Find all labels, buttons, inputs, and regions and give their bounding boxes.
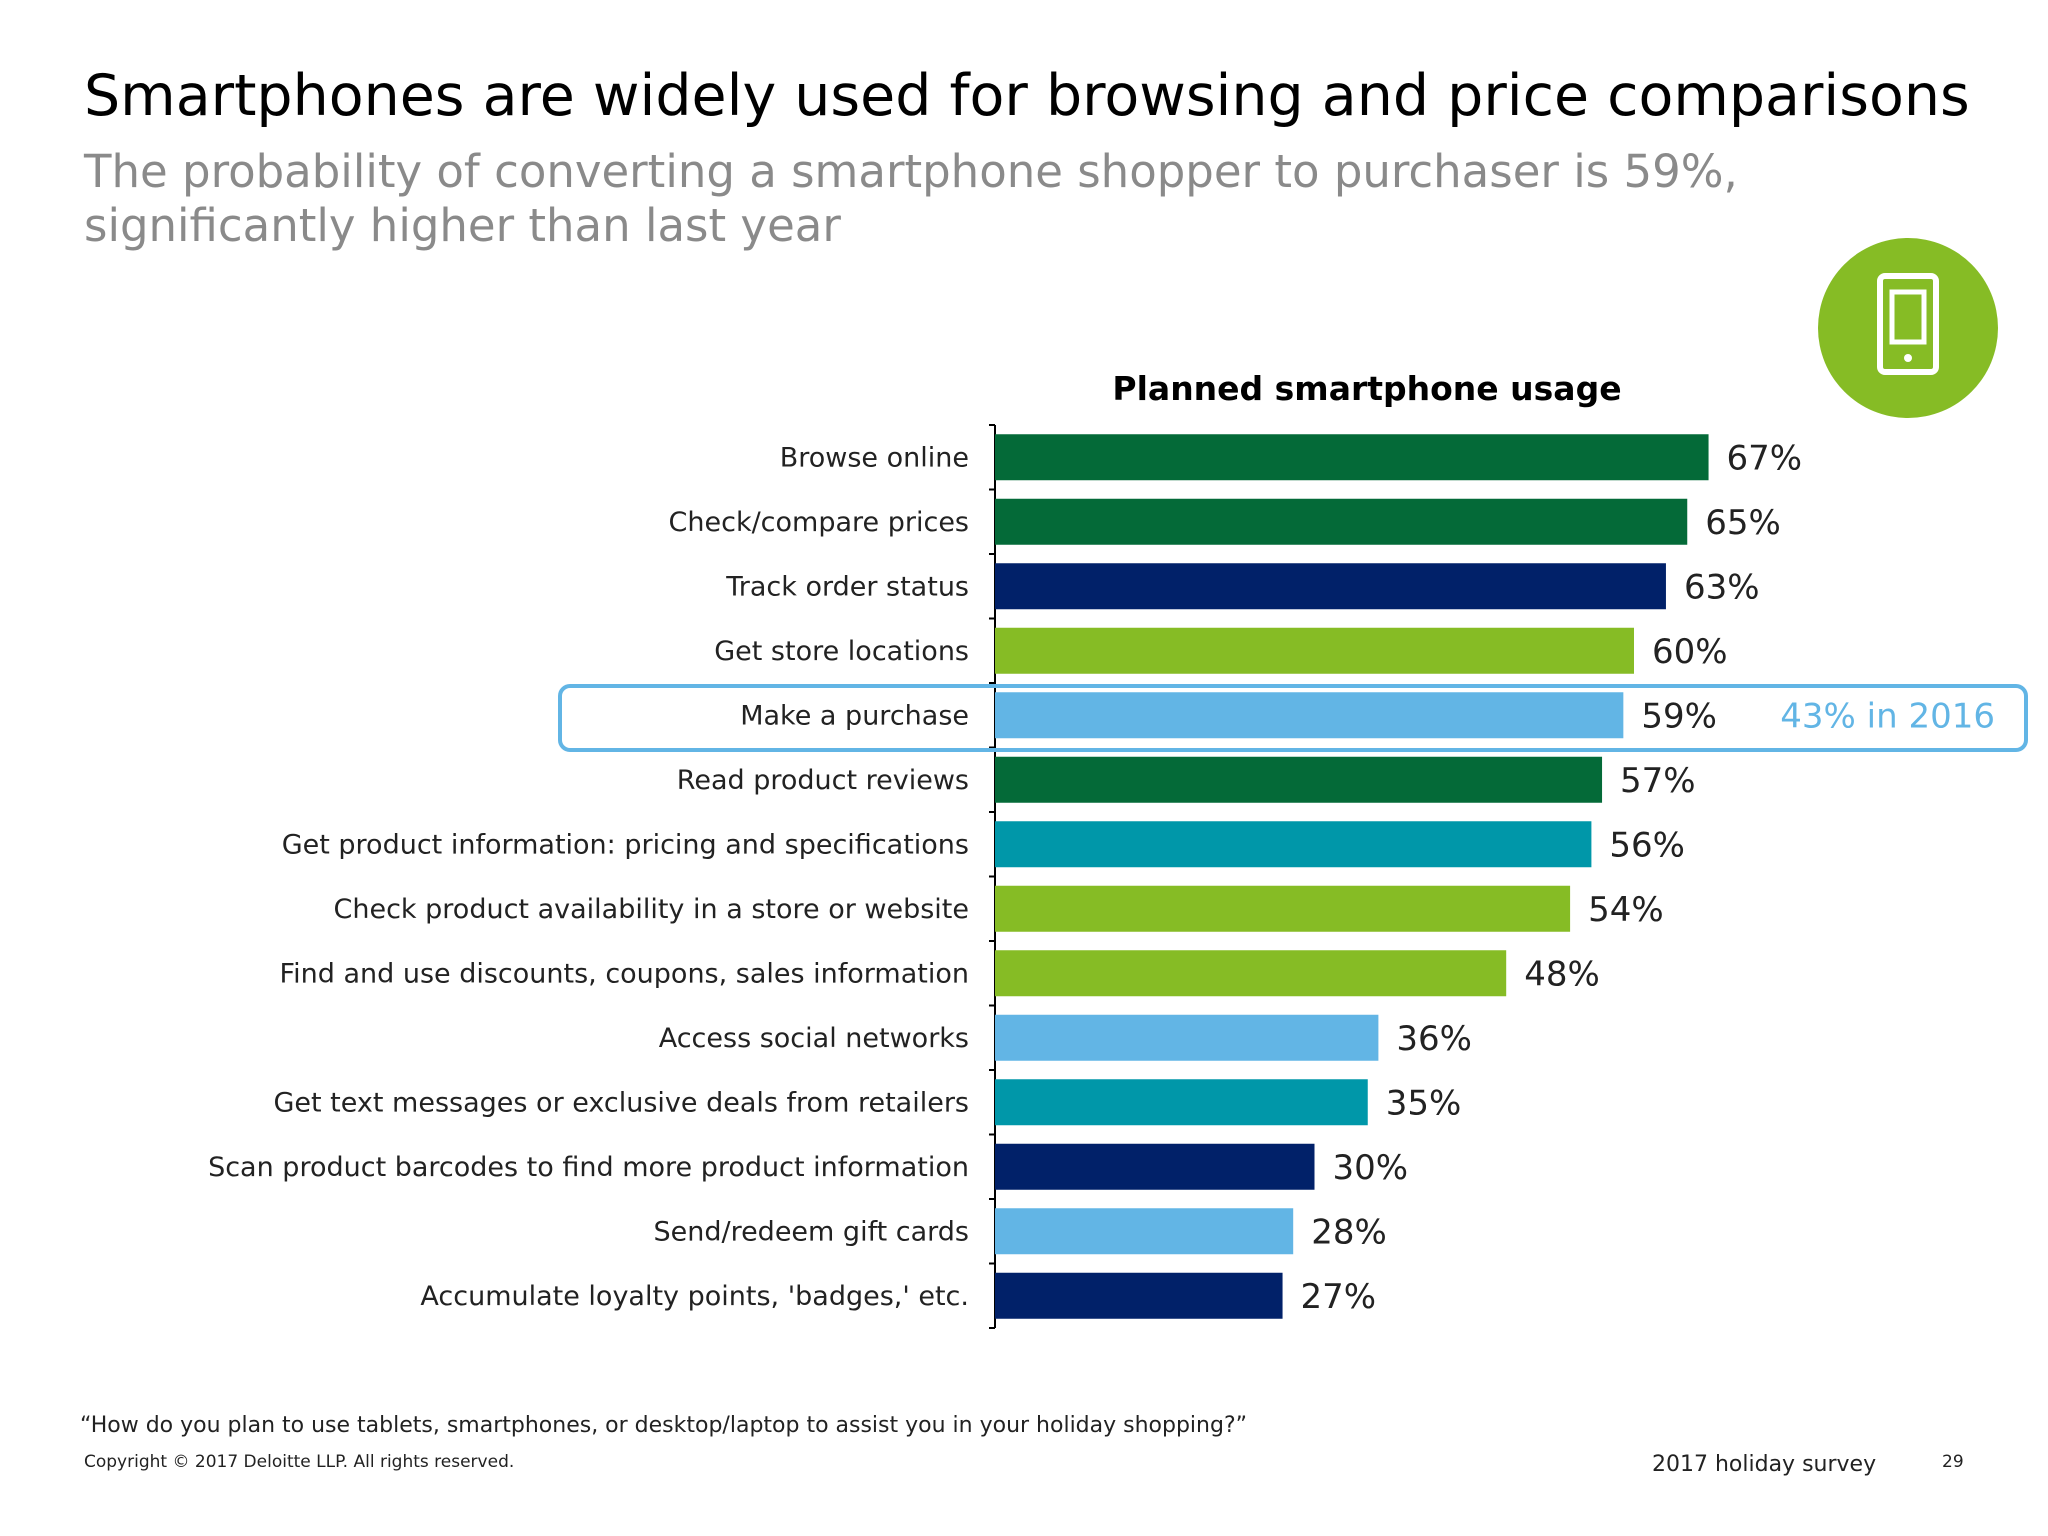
highlight-annotation: 43% in 2016: [1780, 696, 1995, 736]
category-label: Browse online: [780, 442, 969, 473]
value-label: 28%: [1311, 1212, 1387, 1252]
value-label: 35%: [1386, 1083, 1462, 1123]
value-label: 56%: [1609, 825, 1685, 865]
bar: [995, 563, 1666, 610]
value-label: 63%: [1684, 567, 1760, 607]
bar: [995, 756, 1603, 803]
value-label: 65%: [1705, 503, 1781, 543]
value-label: 36%: [1396, 1019, 1472, 1059]
value-label: 30%: [1333, 1148, 1409, 1188]
bar: [995, 821, 1592, 868]
slide-subtitle: The probability of converting a smartpho…: [84, 145, 1784, 253]
chart-title: Planned smartphone usage: [1112, 369, 1621, 408]
bar: [995, 885, 1571, 932]
bar-chart: Planned smartphone usage Browse online 67%…: [208, 369, 1995, 1329]
category-label: Make a purchase: [740, 700, 969, 731]
bar: [995, 1014, 1379, 1061]
smartphone-icon: [1877, 273, 1939, 375]
category-label: Get store locations: [714, 636, 969, 667]
smartphone-badge: [1818, 238, 1998, 418]
category-label: Access social networks: [659, 1023, 969, 1054]
value-label: 60%: [1652, 632, 1728, 672]
subtitle-line-1: The probability of converting a smartpho…: [84, 145, 1738, 198]
bar: [995, 1208, 1294, 1255]
footnote: “How do you plan to use tablets, smartph…: [80, 1413, 1248, 1438]
subtitle-line-2: significantly higher than last year: [84, 199, 841, 252]
bar: [995, 1079, 1368, 1126]
bar: [995, 950, 1507, 997]
copyright: Copyright © 2017 Deloitte LLP. All right…: [84, 1452, 515, 1472]
value-label: 48%: [1524, 954, 1600, 994]
category-label: Track order status: [725, 571, 969, 602]
bar: [995, 627, 1634, 674]
survey-label: 2017 holiday survey: [1652, 1452, 1877, 1477]
category-label: Accumulate loyalty points, 'badges,' etc…: [420, 1281, 969, 1312]
bar: [995, 498, 1688, 545]
slide-title: Smartphones are widely used for browsing…: [84, 63, 1970, 129]
category-label: Get text messages or exclusive deals fro…: [273, 1087, 969, 1118]
value-label: 67%: [1727, 438, 1803, 478]
category-label: Check/compare prices: [669, 507, 969, 538]
bar: [995, 692, 1624, 739]
category-label: Find and use discounts, coupons, sales i…: [280, 958, 969, 989]
value-label: 59%: [1641, 696, 1717, 736]
bar: [995, 1143, 1315, 1190]
category-label: Check product availability in a store or…: [334, 894, 969, 925]
highlight-box: [558, 684, 2028, 752]
category-label: Read product reviews: [677, 765, 969, 796]
category-label: Scan product barcodes to find more produ…: [208, 1152, 969, 1183]
category-label: Get product information: pricing and spe…: [282, 829, 969, 860]
category-label: Send/redeem gift cards: [653, 1216, 969, 1247]
bar: [995, 1272, 1283, 1319]
value-label: 57%: [1620, 761, 1696, 801]
value-label: 27%: [1301, 1277, 1377, 1317]
bar: [995, 434, 1709, 481]
value-label: 54%: [1588, 890, 1664, 930]
page-number: 29: [1942, 1452, 1964, 1472]
